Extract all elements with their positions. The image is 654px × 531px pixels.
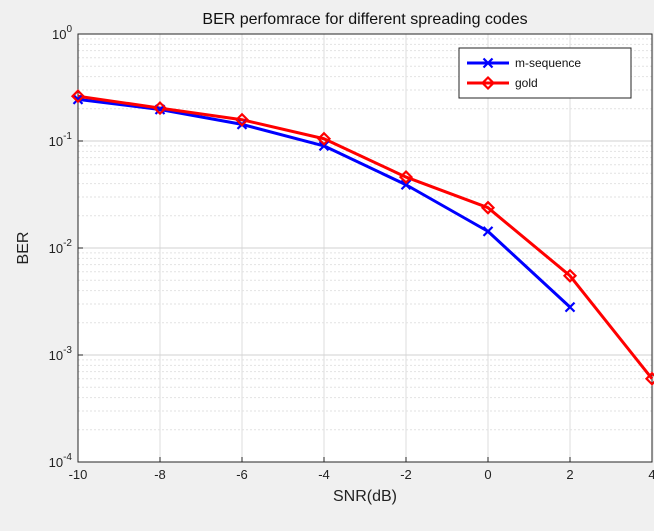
y-tick-label: 10-4 (49, 452, 73, 470)
y-tick-exponent: -1 (63, 131, 72, 142)
x-tick-label: 4 (648, 467, 654, 482)
x-tick-label: -6 (236, 467, 248, 482)
legend-label-m-sequence: m-sequence (515, 56, 581, 70)
gold-point (152, 101, 168, 116)
y-tick-label: 10-2 (49, 238, 73, 256)
y-tick-label: 10-1 (49, 131, 73, 149)
y-tick-base: 10 (49, 348, 63, 363)
y-tick-base: 10 (49, 455, 63, 470)
gold-point (234, 112, 250, 127)
gold-point (562, 268, 578, 283)
legend-m-sequence-point (482, 57, 494, 69)
x-tick-label: 0 (484, 467, 491, 482)
y-tick-exponent: 0 (66, 24, 72, 35)
m-sequence-point (400, 179, 412, 191)
x-tick-label: -8 (154, 467, 166, 482)
x-tick-label: -10 (69, 467, 88, 482)
x-tick-label: 2 (566, 467, 573, 482)
y-tick-label: 10-3 (49, 345, 73, 363)
x-axis-label: SNR(dB) (333, 488, 397, 505)
y-tick-label: 100 (52, 24, 72, 42)
x-tick-label: -4 (318, 467, 330, 482)
gold-point (644, 371, 654, 386)
legend-gold-point (480, 75, 496, 91)
gold-point (480, 200, 496, 215)
m-sequence-point (482, 226, 494, 237)
x-tick-label: -2 (400, 467, 412, 482)
m-sequence-point (72, 94, 84, 105)
y-tick-base: 10 (49, 134, 63, 149)
gold-point (316, 131, 332, 146)
y-tick-base: 10 (49, 241, 63, 256)
chart-title: BER perfomrace for different spreading c… (202, 11, 527, 28)
y-tick-exponent: -2 (63, 238, 72, 249)
gold-series-line (77, 94, 654, 380)
gold-point (398, 170, 414, 185)
y-axis-label: BER (15, 232, 32, 265)
legend: m-sequence gold (458, 47, 632, 99)
m-sequence-point (564, 301, 576, 313)
y-tick-exponent: -3 (63, 345, 72, 356)
gold-point (70, 89, 86, 104)
series-group (70, 89, 654, 386)
legend-label-gold: gold (515, 76, 538, 90)
y-tick-exponent: -4 (63, 452, 72, 463)
y-tick-base: 10 (52, 27, 66, 42)
m-sequence-point (318, 140, 330, 152)
